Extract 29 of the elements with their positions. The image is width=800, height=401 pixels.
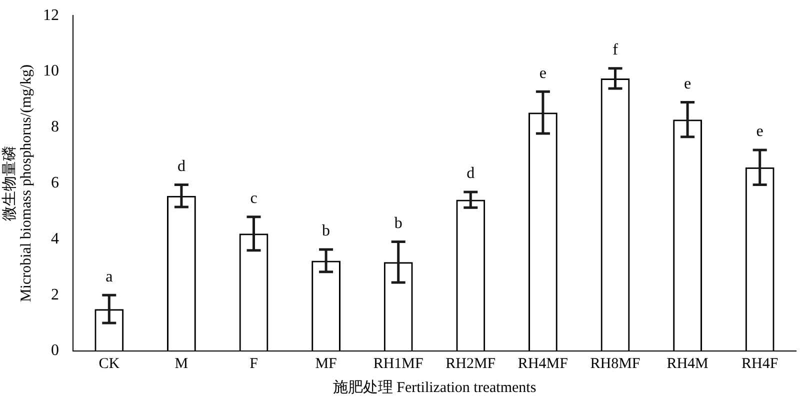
annotation: d [177, 158, 186, 175]
annotation: d [466, 165, 475, 182]
x-tick-label: MF [315, 356, 337, 372]
y-axis-title: 微生物量磷 Microbial biomass phosphorus/(mg/kg) [1, 64, 35, 302]
annotation: c [250, 190, 258, 208]
y-tick-label: 2 [51, 286, 59, 304]
x-tick-label: RH4MF [518, 356, 568, 372]
x-tick-label: RH4F [742, 356, 778, 372]
annotation: b [322, 222, 330, 240]
y-tick-label: 0 [51, 342, 59, 360]
x-tick-label: M [174, 356, 188, 372]
x-tick-label: RH8MF [590, 356, 640, 372]
annotation: e [684, 75, 692, 92]
x-axis-title: 施肥处理 Fertilization treatments [332, 378, 536, 396]
y-tick-label: 12 [43, 6, 59, 24]
annotation: e [539, 64, 547, 82]
annotation: e [756, 123, 764, 140]
y-tick-label: 10 [43, 62, 59, 80]
x-tick-label: CK [98, 356, 120, 372]
y-tick-label: 8 [51, 118, 59, 136]
x-tick-label: RH1MF [373, 356, 424, 372]
x-tick-label: RH4M [666, 356, 708, 372]
annotation: a [106, 268, 113, 286]
annotation: f [612, 42, 619, 59]
x-tick-label: F [250, 356, 258, 372]
annotation: b [394, 214, 402, 232]
x-tick-label: RH2MF [446, 356, 496, 372]
y-tick-label: 6 [51, 174, 59, 192]
y-tick-label: 4 [51, 230, 59, 248]
